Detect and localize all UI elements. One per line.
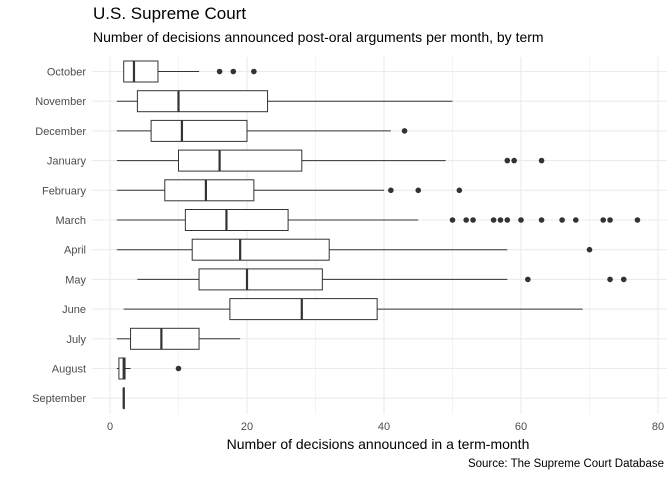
- chart-subtitle: Number of decisions announced post-oral …: [93, 29, 544, 45]
- box-group: [116, 327, 241, 350]
- outlier-point: [216, 68, 223, 75]
- outlier-point: [490, 217, 497, 223]
- box-group: [137, 268, 627, 291]
- outlier-point: [525, 276, 531, 283]
- box-group: [123, 60, 257, 83]
- axis-labels: 0 20 40 60 80 October November December January F…: [32, 67, 664, 434]
- y-tick-label: February: [42, 185, 87, 197]
- box-group: [116, 357, 182, 380]
- x-tick-label: 60: [515, 421, 527, 433]
- y-tick-label: April: [64, 245, 86, 257]
- outlier-point: [470, 217, 476, 223]
- outlier-point: [401, 128, 408, 134]
- box: [198, 268, 323, 291]
- chart-title: U.S. Supreme Court: [93, 4, 247, 23]
- box: [118, 357, 126, 380]
- outlier-point: [175, 365, 182, 372]
- box: [123, 60, 159, 83]
- outlier-point: [415, 187, 422, 194]
- box-group: [116, 209, 641, 231]
- outlier-point: [504, 217, 511, 223]
- outlier-point: [586, 246, 593, 253]
- box-group: [116, 90, 453, 113]
- y-tick-label: May: [65, 274, 86, 286]
- box-group: [116, 238, 593, 261]
- outlier-point: [607, 276, 613, 283]
- outlier-point: [607, 217, 613, 223]
- box: [150, 119, 248, 142]
- box-group: [116, 179, 463, 202]
- outlier-point: [620, 276, 627, 283]
- x-tick-label: 20: [241, 421, 253, 433]
- x-tick-label: 40: [378, 421, 390, 433]
- outlier-point: [251, 68, 257, 75]
- outlier-point: [559, 217, 565, 223]
- outlier-point: [634, 217, 641, 223]
- box: [184, 209, 289, 231]
- box: [191, 238, 330, 261]
- box: [178, 149, 303, 172]
- chart-marks: [116, 60, 641, 410]
- outlier-point: [449, 217, 456, 223]
- y-tick-label: November: [35, 96, 86, 108]
- x-axis-title: Number of decisions announced in a term-…: [227, 436, 530, 452]
- x-tick-label: 80: [652, 421, 664, 433]
- outlier-point: [538, 217, 545, 223]
- box-group: [122, 387, 125, 410]
- outlier-point: [388, 187, 394, 194]
- outlier-point: [518, 217, 524, 223]
- outlier-point: [573, 217, 579, 223]
- y-tick-label: July: [66, 334, 86, 346]
- y-tick-label: March: [55, 215, 86, 227]
- outlier-point: [230, 68, 237, 75]
- y-tick-label: June: [62, 304, 86, 316]
- box: [229, 298, 378, 321]
- chart-caption: Source: The Supreme Court Database: [467, 458, 664, 470]
- box: [130, 327, 200, 350]
- box-group: [123, 298, 583, 321]
- y-tick-label: October: [47, 67, 86, 79]
- outlier-point: [600, 217, 606, 223]
- outlier-point: [511, 157, 517, 164]
- y-tick-label: September: [32, 393, 86, 405]
- y-tick-label: January: [47, 156, 87, 168]
- outlier-point: [538, 157, 545, 164]
- box: [164, 179, 255, 202]
- y-tick-label: December: [35, 126, 86, 138]
- box-group: [116, 149, 545, 172]
- outlier-point: [463, 217, 470, 223]
- outlier-point: [497, 217, 504, 223]
- x-tick-label: 0: [107, 421, 113, 433]
- box: [136, 90, 269, 113]
- outlier-point: [456, 187, 463, 194]
- outlier-point: [504, 157, 511, 164]
- box-group: [116, 119, 408, 142]
- y-tick-label: August: [52, 364, 86, 376]
